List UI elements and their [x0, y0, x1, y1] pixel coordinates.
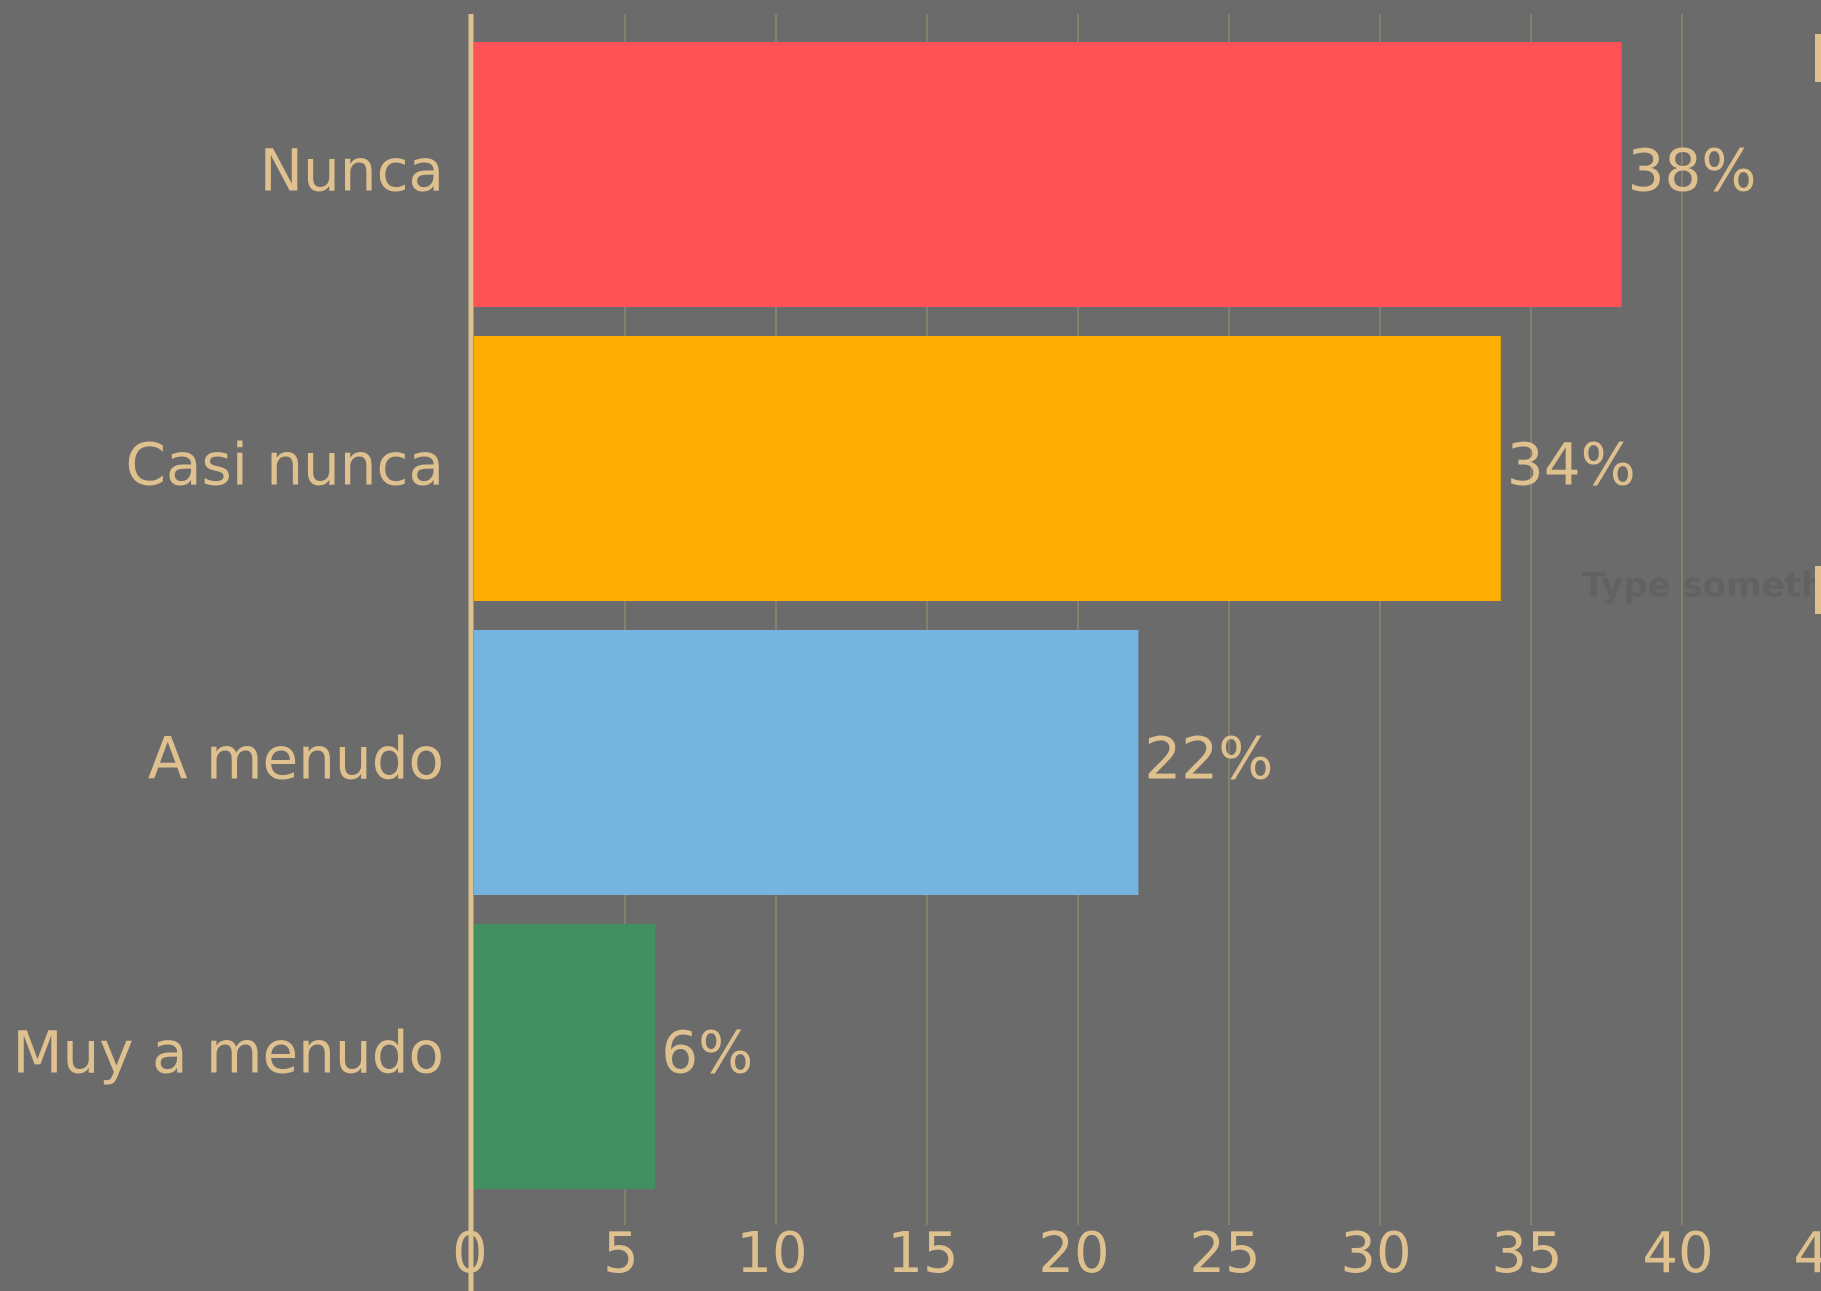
category-label: Muy a menudo	[12, 1019, 444, 1087]
x-tick-label: 20	[1038, 1221, 1109, 1286]
x-tick-label: 25	[1189, 1221, 1260, 1286]
value-label: 6%	[661, 1019, 753, 1087]
bar	[474, 336, 1501, 601]
category-label: Nunca	[260, 137, 444, 205]
x-tick-label: 5	[603, 1221, 639, 1286]
x-tick-label: 30	[1340, 1221, 1411, 1286]
value-label: 34%	[1507, 431, 1636, 499]
value-label: 38%	[1628, 137, 1757, 205]
category-label: A menudo	[148, 725, 444, 793]
bar	[474, 924, 656, 1189]
x-tick-label: 45	[1793, 1221, 1821, 1286]
bar	[474, 42, 1622, 307]
category-label: Casi nunca	[125, 431, 444, 499]
bar	[474, 630, 1139, 895]
edge-handle	[1815, 34, 1821, 82]
x-tick-label: 15	[887, 1221, 958, 1286]
edge-handle	[1815, 566, 1821, 614]
x-tick-label: 40	[1642, 1221, 1713, 1286]
placeholder-text: Type somethin	[1582, 566, 1821, 606]
value-label: 22%	[1144, 725, 1273, 793]
x-tick-label: 35	[1491, 1221, 1562, 1286]
x-tick-label: 10	[736, 1221, 807, 1286]
